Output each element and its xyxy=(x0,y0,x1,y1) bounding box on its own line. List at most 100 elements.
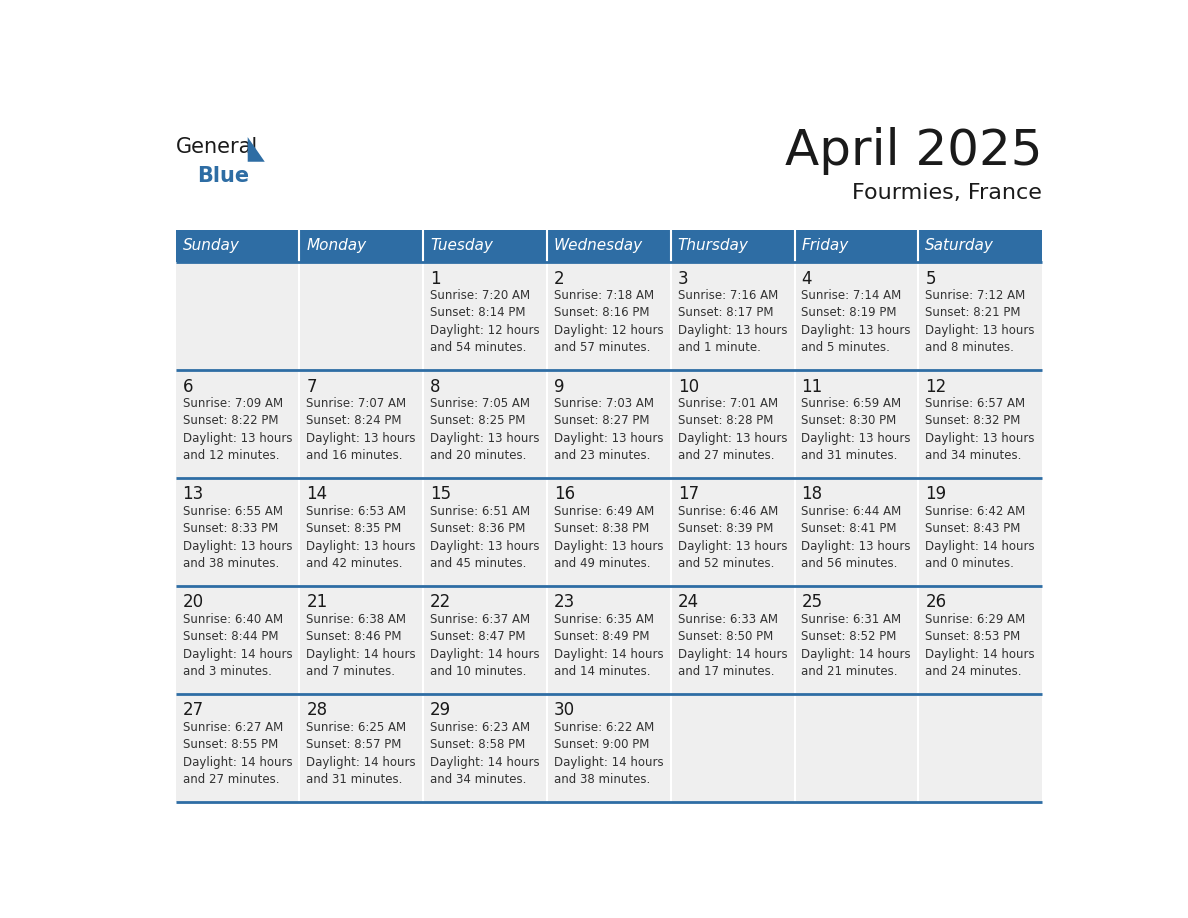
Text: 20: 20 xyxy=(183,593,203,611)
Bar xyxy=(176,694,299,801)
Text: 5: 5 xyxy=(925,270,936,287)
Text: 19: 19 xyxy=(925,486,947,503)
Bar xyxy=(795,477,918,586)
Text: April 2025: April 2025 xyxy=(784,127,1042,175)
Text: Sunrise: 6:53 AM
Sunset: 8:35 PM
Daylight: 13 hours
and 42 minutes.: Sunrise: 6:53 AM Sunset: 8:35 PM Dayligh… xyxy=(307,505,416,570)
Bar xyxy=(795,262,918,370)
Text: 28: 28 xyxy=(307,701,328,720)
Text: Sunrise: 6:46 AM
Sunset: 8:39 PM
Daylight: 13 hours
and 52 minutes.: Sunrise: 6:46 AM Sunset: 8:39 PM Dayligh… xyxy=(677,505,788,570)
Bar xyxy=(546,477,671,586)
Text: Sunrise: 7:12 AM
Sunset: 8:21 PM
Daylight: 13 hours
and 8 minutes.: Sunrise: 7:12 AM Sunset: 8:21 PM Dayligh… xyxy=(925,289,1035,354)
Text: 25: 25 xyxy=(802,593,822,611)
Bar xyxy=(423,477,546,586)
Text: Sunrise: 6:35 AM
Sunset: 8:49 PM
Daylight: 14 hours
and 14 minutes.: Sunrise: 6:35 AM Sunset: 8:49 PM Dayligh… xyxy=(554,612,664,678)
Bar xyxy=(795,586,918,694)
Text: Sunday: Sunday xyxy=(183,238,240,253)
Text: Sunrise: 7:20 AM
Sunset: 8:14 PM
Daylight: 12 hours
and 54 minutes.: Sunrise: 7:20 AM Sunset: 8:14 PM Dayligh… xyxy=(430,289,539,354)
Bar xyxy=(176,477,299,586)
Text: 6: 6 xyxy=(183,377,194,396)
Polygon shape xyxy=(248,137,265,162)
Text: 11: 11 xyxy=(802,377,823,396)
Text: 1: 1 xyxy=(430,270,441,287)
Bar xyxy=(671,477,795,586)
Text: Sunrise: 7:18 AM
Sunset: 8:16 PM
Daylight: 12 hours
and 57 minutes.: Sunrise: 7:18 AM Sunset: 8:16 PM Dayligh… xyxy=(554,289,664,354)
Text: Sunrise: 7:01 AM
Sunset: 8:28 PM
Daylight: 13 hours
and 27 minutes.: Sunrise: 7:01 AM Sunset: 8:28 PM Dayligh… xyxy=(677,397,788,463)
Bar xyxy=(299,230,423,262)
Bar xyxy=(671,262,795,370)
Bar xyxy=(546,230,671,262)
Text: 2: 2 xyxy=(554,270,564,287)
Text: Sunrise: 7:14 AM
Sunset: 8:19 PM
Daylight: 13 hours
and 5 minutes.: Sunrise: 7:14 AM Sunset: 8:19 PM Dayligh… xyxy=(802,289,911,354)
Text: Sunrise: 7:16 AM
Sunset: 8:17 PM
Daylight: 13 hours
and 1 minute.: Sunrise: 7:16 AM Sunset: 8:17 PM Dayligh… xyxy=(677,289,788,354)
Bar xyxy=(918,586,1042,694)
Text: Sunrise: 6:23 AM
Sunset: 8:58 PM
Daylight: 14 hours
and 34 minutes.: Sunrise: 6:23 AM Sunset: 8:58 PM Dayligh… xyxy=(430,721,539,786)
Bar xyxy=(176,370,299,477)
Bar xyxy=(918,477,1042,586)
Text: Sunrise: 6:25 AM
Sunset: 8:57 PM
Daylight: 14 hours
and 31 minutes.: Sunrise: 6:25 AM Sunset: 8:57 PM Dayligh… xyxy=(307,721,416,786)
Bar xyxy=(671,230,795,262)
Text: Sunrise: 6:27 AM
Sunset: 8:55 PM
Daylight: 14 hours
and 27 minutes.: Sunrise: 6:27 AM Sunset: 8:55 PM Dayligh… xyxy=(183,721,292,786)
Text: Friday: Friday xyxy=(802,238,848,253)
Text: Sunrise: 6:44 AM
Sunset: 8:41 PM
Daylight: 13 hours
and 56 minutes.: Sunrise: 6:44 AM Sunset: 8:41 PM Dayligh… xyxy=(802,505,911,570)
Text: 30: 30 xyxy=(554,701,575,720)
Text: 26: 26 xyxy=(925,593,947,611)
Text: 17: 17 xyxy=(677,486,699,503)
Text: 8: 8 xyxy=(430,377,441,396)
Text: 21: 21 xyxy=(307,593,328,611)
Text: 12: 12 xyxy=(925,377,947,396)
Text: Sunrise: 7:09 AM
Sunset: 8:22 PM
Daylight: 13 hours
and 12 minutes.: Sunrise: 7:09 AM Sunset: 8:22 PM Dayligh… xyxy=(183,397,292,463)
Text: 3: 3 xyxy=(677,270,688,287)
Bar xyxy=(423,370,546,477)
Text: Thursday: Thursday xyxy=(677,238,748,253)
Text: Saturday: Saturday xyxy=(925,238,994,253)
Bar xyxy=(671,694,795,801)
Bar xyxy=(546,694,671,801)
Text: 10: 10 xyxy=(677,377,699,396)
Bar xyxy=(299,694,423,801)
Text: 24: 24 xyxy=(677,593,699,611)
Bar xyxy=(423,586,546,694)
Bar xyxy=(423,230,546,262)
Text: Sunrise: 6:51 AM
Sunset: 8:36 PM
Daylight: 13 hours
and 45 minutes.: Sunrise: 6:51 AM Sunset: 8:36 PM Dayligh… xyxy=(430,505,539,570)
Bar xyxy=(176,586,299,694)
Bar xyxy=(299,586,423,694)
Text: Blue: Blue xyxy=(197,166,249,186)
Text: Sunrise: 6:40 AM
Sunset: 8:44 PM
Daylight: 14 hours
and 3 minutes.: Sunrise: 6:40 AM Sunset: 8:44 PM Dayligh… xyxy=(183,612,292,678)
Bar xyxy=(795,370,918,477)
Text: 7: 7 xyxy=(307,377,317,396)
Bar xyxy=(671,370,795,477)
Text: Monday: Monday xyxy=(307,238,367,253)
Text: General: General xyxy=(176,137,258,157)
Bar xyxy=(546,262,671,370)
Text: 15: 15 xyxy=(430,486,451,503)
Text: Sunrise: 7:05 AM
Sunset: 8:25 PM
Daylight: 13 hours
and 20 minutes.: Sunrise: 7:05 AM Sunset: 8:25 PM Dayligh… xyxy=(430,397,539,463)
Text: Sunrise: 6:38 AM
Sunset: 8:46 PM
Daylight: 14 hours
and 7 minutes.: Sunrise: 6:38 AM Sunset: 8:46 PM Dayligh… xyxy=(307,612,416,678)
Bar xyxy=(546,586,671,694)
Text: Sunrise: 6:22 AM
Sunset: 9:00 PM
Daylight: 14 hours
and 38 minutes.: Sunrise: 6:22 AM Sunset: 9:00 PM Dayligh… xyxy=(554,721,664,786)
Bar xyxy=(671,586,795,694)
Text: 14: 14 xyxy=(307,486,328,503)
Text: Fourmies, France: Fourmies, France xyxy=(852,184,1042,203)
Text: Wednesday: Wednesday xyxy=(554,238,643,253)
Text: 18: 18 xyxy=(802,486,822,503)
Text: Tuesday: Tuesday xyxy=(430,238,493,253)
Bar xyxy=(918,230,1042,262)
Text: Sunrise: 6:57 AM
Sunset: 8:32 PM
Daylight: 13 hours
and 34 minutes.: Sunrise: 6:57 AM Sunset: 8:32 PM Dayligh… xyxy=(925,397,1035,463)
Text: 9: 9 xyxy=(554,377,564,396)
Text: Sunrise: 6:49 AM
Sunset: 8:38 PM
Daylight: 13 hours
and 49 minutes.: Sunrise: 6:49 AM Sunset: 8:38 PM Dayligh… xyxy=(554,505,663,570)
Text: Sunrise: 7:07 AM
Sunset: 8:24 PM
Daylight: 13 hours
and 16 minutes.: Sunrise: 7:07 AM Sunset: 8:24 PM Dayligh… xyxy=(307,397,416,463)
Bar xyxy=(299,370,423,477)
Text: Sunrise: 7:03 AM
Sunset: 8:27 PM
Daylight: 13 hours
and 23 minutes.: Sunrise: 7:03 AM Sunset: 8:27 PM Dayligh… xyxy=(554,397,663,463)
Bar xyxy=(423,694,546,801)
Text: Sunrise: 6:31 AM
Sunset: 8:52 PM
Daylight: 14 hours
and 21 minutes.: Sunrise: 6:31 AM Sunset: 8:52 PM Dayligh… xyxy=(802,612,911,678)
Bar xyxy=(299,262,423,370)
Text: 23: 23 xyxy=(554,593,575,611)
Text: 4: 4 xyxy=(802,270,811,287)
Text: Sunrise: 6:33 AM
Sunset: 8:50 PM
Daylight: 14 hours
and 17 minutes.: Sunrise: 6:33 AM Sunset: 8:50 PM Dayligh… xyxy=(677,612,788,678)
Bar xyxy=(918,262,1042,370)
Bar xyxy=(918,694,1042,801)
Text: 13: 13 xyxy=(183,486,204,503)
Bar xyxy=(918,370,1042,477)
Text: 22: 22 xyxy=(430,593,451,611)
Text: 29: 29 xyxy=(430,701,451,720)
